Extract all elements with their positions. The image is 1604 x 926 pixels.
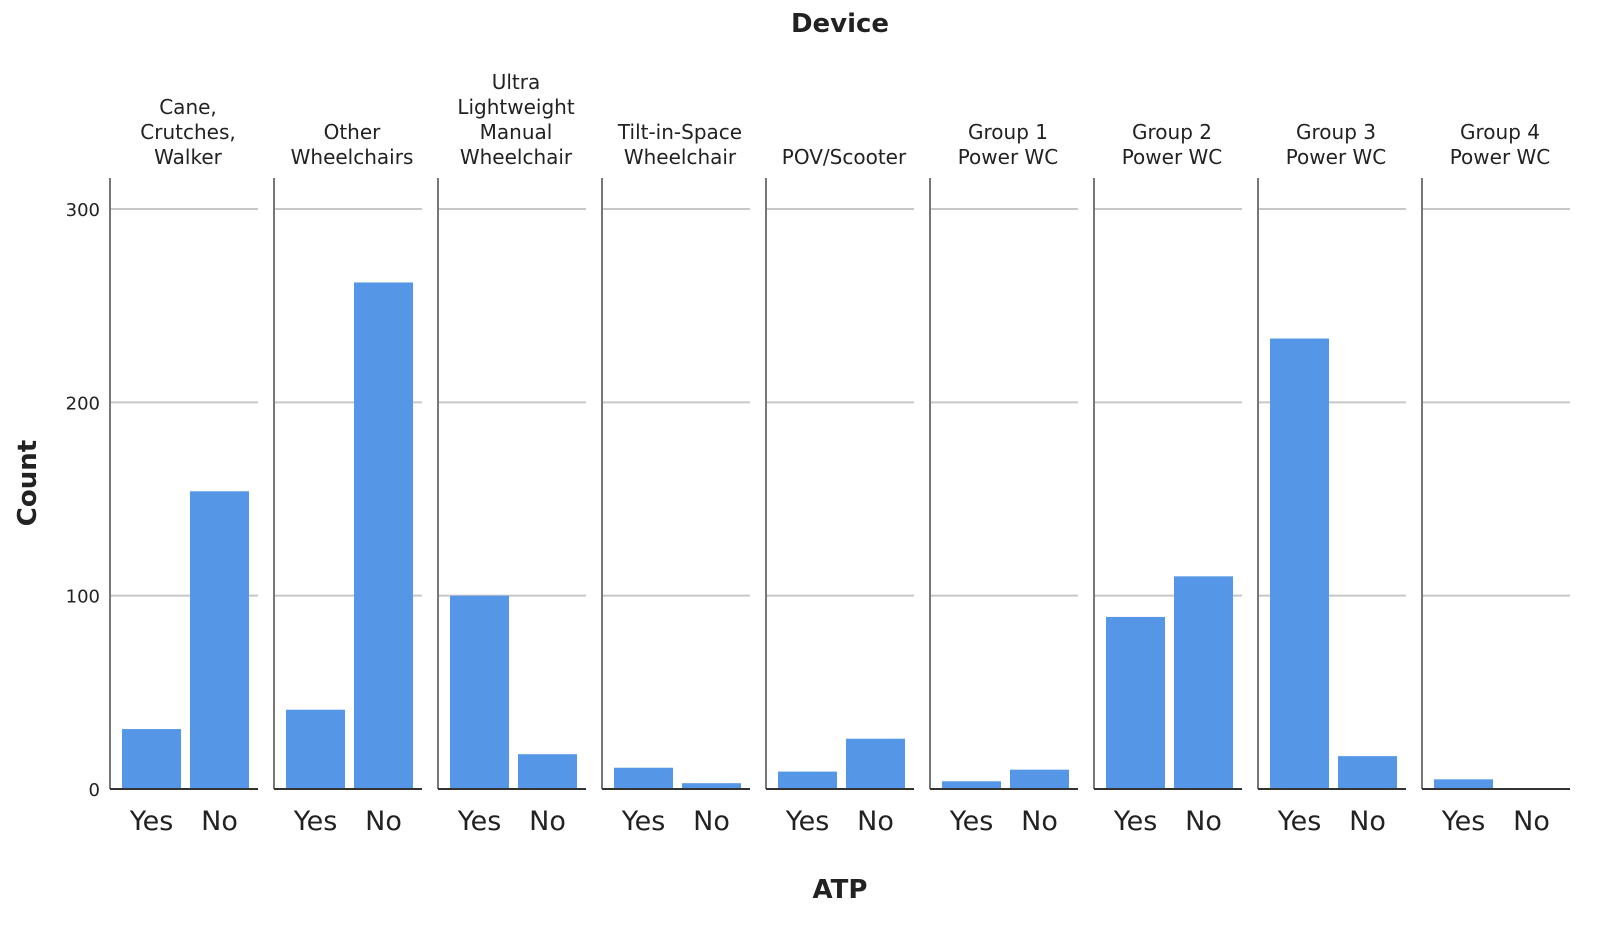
x-tick-label: No xyxy=(1185,806,1222,837)
x-tick-label: Yes xyxy=(293,806,338,837)
bar xyxy=(1338,756,1397,789)
bar xyxy=(450,595,509,789)
y-tick-label: 0 xyxy=(89,780,100,801)
bar xyxy=(518,754,577,789)
bar xyxy=(1174,576,1233,789)
x-tick-label: No xyxy=(201,806,238,837)
x-tick-label: No xyxy=(1513,806,1550,837)
bar xyxy=(682,783,741,789)
facet-label: POV/Scooter xyxy=(782,145,907,169)
y-tick-label: 100 xyxy=(66,587,100,608)
facet-label: Group 1 xyxy=(968,120,1048,144)
facet-label: Crutches, xyxy=(140,120,235,144)
facet-label: Group 2 xyxy=(1132,120,1212,144)
facet-label: Wheelchair xyxy=(460,145,573,169)
x-tick-label: No xyxy=(365,806,402,837)
x-tick-label: Yes xyxy=(785,806,830,837)
facet-label: Other xyxy=(324,120,382,144)
x-tick-label: Yes xyxy=(1277,806,1322,837)
facet-label: Lightweight xyxy=(457,95,575,119)
x-axis-title: ATP xyxy=(813,875,868,905)
facet-label: Tilt-in-Space xyxy=(617,120,742,144)
x-tick-label: Yes xyxy=(129,806,174,837)
y-tick-label: 300 xyxy=(66,200,100,221)
facet-label: Power WC xyxy=(958,145,1059,169)
x-tick-label: No xyxy=(1021,806,1058,837)
facet-label: Power WC xyxy=(1450,145,1551,169)
x-tick-label: Yes xyxy=(1113,806,1158,837)
bar xyxy=(1270,338,1329,789)
bar xyxy=(286,709,345,789)
facet-label: Wheelchairs xyxy=(291,145,414,169)
bar xyxy=(1106,616,1165,789)
bar xyxy=(1010,769,1069,789)
x-tick-label: No xyxy=(857,806,894,837)
bar xyxy=(846,738,905,789)
bar xyxy=(190,491,249,789)
facet-label: Ultra xyxy=(492,70,541,94)
bar xyxy=(354,282,413,789)
facet-label: Power WC xyxy=(1286,145,1387,169)
x-tick-label: No xyxy=(693,806,730,837)
facet-label: Group 4 xyxy=(1460,120,1540,144)
chart-title: Device xyxy=(791,9,889,39)
x-tick-label: No xyxy=(1349,806,1386,837)
bar xyxy=(614,767,673,789)
x-tick-label: Yes xyxy=(457,806,502,837)
facet-label: Group 3 xyxy=(1296,120,1376,144)
facet-label: Manual xyxy=(480,120,553,144)
bar xyxy=(778,771,837,789)
facet-label: Cane, xyxy=(159,95,217,119)
x-tick-label: No xyxy=(529,806,566,837)
facet-label: Walker xyxy=(154,145,222,169)
x-tick-label: Yes xyxy=(621,806,666,837)
facet-label: Wheelchair xyxy=(624,145,737,169)
y-axis-title: Count xyxy=(13,440,43,526)
facet-label: Power WC xyxy=(1122,145,1223,169)
bar xyxy=(942,781,1001,789)
y-tick-label: 200 xyxy=(66,393,100,414)
bar xyxy=(1434,779,1493,789)
x-tick-label: Yes xyxy=(949,806,994,837)
bar xyxy=(122,729,181,789)
x-tick-label: Yes xyxy=(1441,806,1486,837)
